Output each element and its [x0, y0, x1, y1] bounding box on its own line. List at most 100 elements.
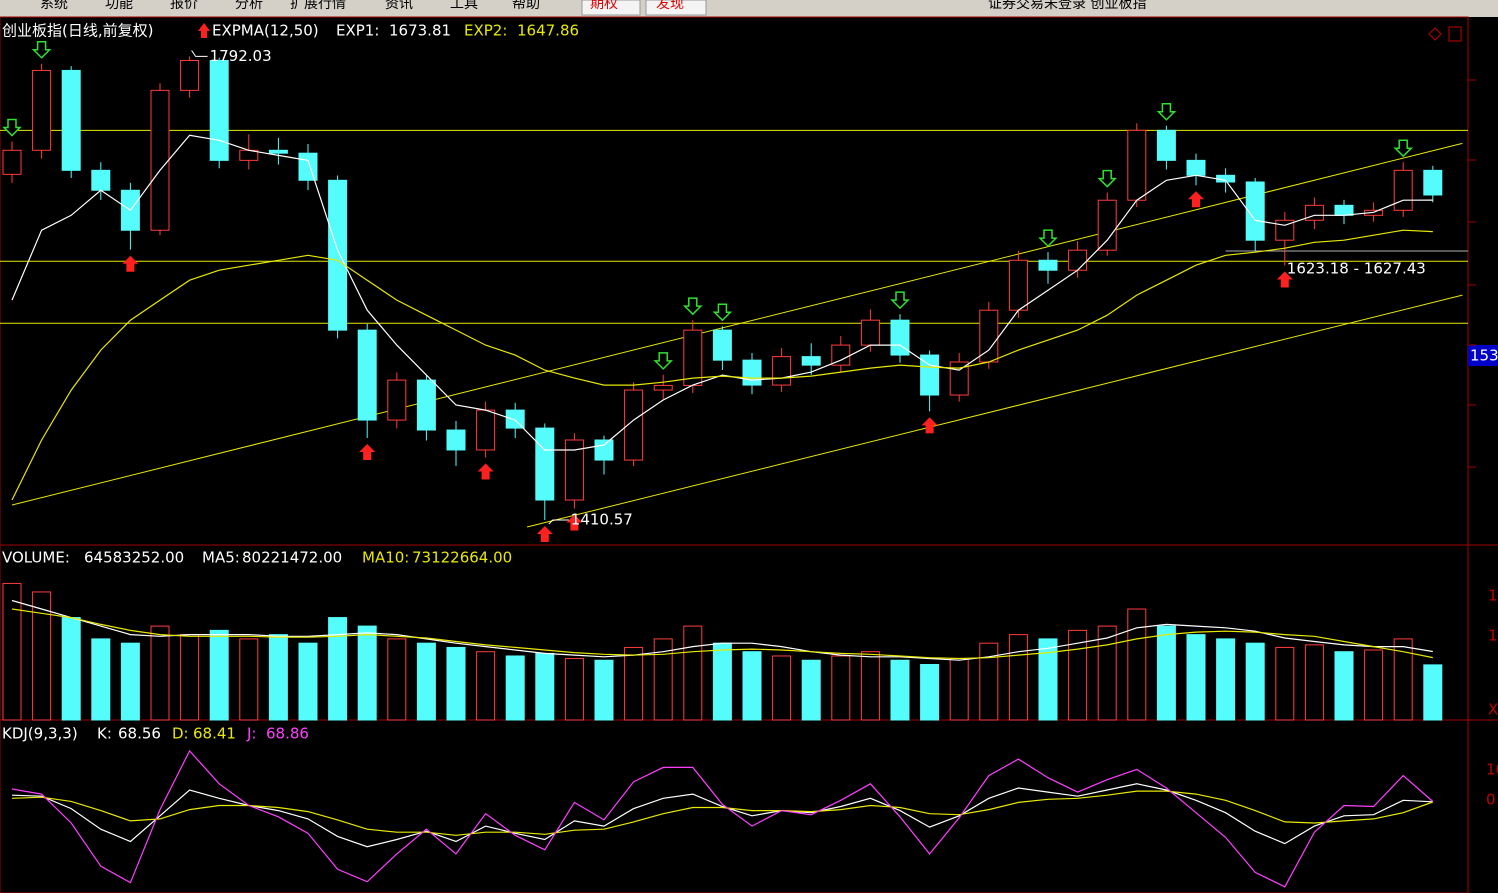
axis-fragment: 1: [1488, 587, 1498, 605]
menu-item[interactable]: 扩展行情: [290, 0, 346, 12]
volume-bar: [1304, 644, 1324, 721]
buy-signal: [566, 514, 583, 531]
volume-bar: [920, 664, 940, 721]
volume-bar: [683, 625, 703, 721]
tab[interactable]: 期权: [590, 0, 618, 12]
volume-bar: [890, 659, 910, 721]
volume-bar: [772, 655, 792, 721]
legend-value: 80221472.00: [242, 549, 342, 567]
tab-box[interactable]: [581, 0, 641, 16]
legend-name: EXP1:: [336, 22, 379, 40]
candle-body: [150, 89, 170, 231]
candle-body: [1334, 204, 1354, 216]
menu-item[interactable]: 系统: [40, 0, 68, 12]
candle-body: [1245, 181, 1265, 241]
legend-value: 1647.86: [517, 22, 579, 40]
menu-item[interactable]: 分析: [235, 0, 263, 12]
menu-bar: 系统 功能 报价 分析 扩展行情 资讯 工具 帮助 期权 发现 证券交易未登录 创业板指: [0, 0, 1498, 17]
candle-body: [2, 149, 22, 175]
sell-signal: [890, 291, 910, 310]
legend-value: 68.41: [193, 725, 236, 743]
candle-body: [890, 319, 910, 356]
menu-item[interactable]: 功能: [105, 0, 133, 12]
legend-name: D:: [172, 725, 189, 743]
candle-body: [1393, 169, 1413, 211]
trend-line: [526, 294, 1463, 528]
volume-bar: [357, 625, 377, 721]
panel-title: VOLUME:: [2, 549, 70, 567]
candle-body: [1068, 249, 1088, 271]
candle-body: [1008, 259, 1028, 311]
volume-bar: [535, 652, 555, 721]
buy-signal: [477, 463, 494, 480]
sell-signal: [712, 303, 733, 322]
sell-signal: [1097, 169, 1118, 188]
volume-bar: [624, 646, 644, 721]
volume-bar: [328, 617, 348, 721]
candle-body: [357, 329, 377, 421]
candle-body: [1186, 159, 1206, 176]
axis-fragment: 10: [1486, 761, 1498, 779]
sell-signal: [682, 297, 703, 316]
buy-signal: [122, 255, 139, 272]
volume-bar: [742, 651, 762, 721]
sell-signal: [1156, 102, 1177, 121]
candle-body: [387, 379, 407, 421]
volume-bar: [1393, 638, 1413, 721]
candle-body: [91, 169, 111, 191]
volume-bar: [268, 634, 288, 721]
menu-items: 系统 功能 报价 分析 扩展行情 资讯 工具 帮助: [40, 0, 540, 12]
high-pointer: [191, 50, 208, 57]
low-label: 1410.57: [571, 511, 633, 529]
volume-bar: [860, 651, 880, 721]
volume-bar: [801, 659, 821, 721]
volume-bar: [594, 659, 614, 721]
volume-bar: [1423, 664, 1443, 721]
candle-body: [564, 439, 584, 501]
volume-bar: [239, 638, 259, 721]
legend-name: MA5:: [202, 549, 240, 567]
menu-item[interactable]: 帮助: [512, 0, 540, 12]
candle-body: [1423, 169, 1443, 196]
price-box: [1468, 345, 1498, 366]
volume-bar: [32, 591, 52, 721]
panel-title: KDJ(9,3,3): [2, 725, 78, 743]
axis-fragment: 0: [1486, 791, 1496, 809]
high-label: 1792.03: [210, 47, 272, 65]
tab[interactable]: 发现: [656, 0, 684, 12]
tab-box[interactable]: [645, 0, 707, 16]
candle-body: [535, 427, 555, 501]
legend-name: K:: [97, 725, 112, 743]
candle-body: [1038, 259, 1058, 271]
volume-bar: [1186, 634, 1206, 721]
candle-body: [209, 59, 229, 161]
volume-bar: [180, 634, 200, 721]
legend-value: 64583252.00: [84, 549, 184, 567]
candle-body: [624, 389, 644, 461]
volume-bar: [1097, 625, 1117, 721]
axis-fragment: 1: [1488, 627, 1498, 645]
candle-body: [61, 69, 81, 171]
status-text: 证券交易未登录 创业板指: [988, 0, 1146, 12]
legend-name: EXP2:: [464, 22, 507, 40]
chart-title: 创业板指(日线,前复权): [2, 22, 153, 40]
menu-item[interactable]: 资讯: [385, 0, 413, 12]
candle-body: [1097, 199, 1117, 251]
candle-body: [32, 69, 52, 151]
candle-body: [328, 179, 348, 331]
volume-bar: [61, 617, 81, 721]
sell-signal: [1393, 139, 1414, 158]
candle-body: [1127, 129, 1147, 201]
window-icons[interactable]: [1428, 26, 1462, 42]
volume-bar: [2, 582, 22, 721]
menu-item[interactable]: 工具: [450, 0, 478, 12]
candle-body: [298, 152, 318, 181]
menu-item[interactable]: 报价: [170, 0, 198, 12]
volume-bar: [387, 638, 407, 721]
candle-body: [594, 439, 614, 461]
sell-signal: [653, 352, 674, 370]
series-line: [11, 134, 1433, 451]
sell-signal: [2, 118, 22, 137]
buy-signal: [536, 526, 553, 543]
price-box-text: 153: [1470, 347, 1498, 365]
